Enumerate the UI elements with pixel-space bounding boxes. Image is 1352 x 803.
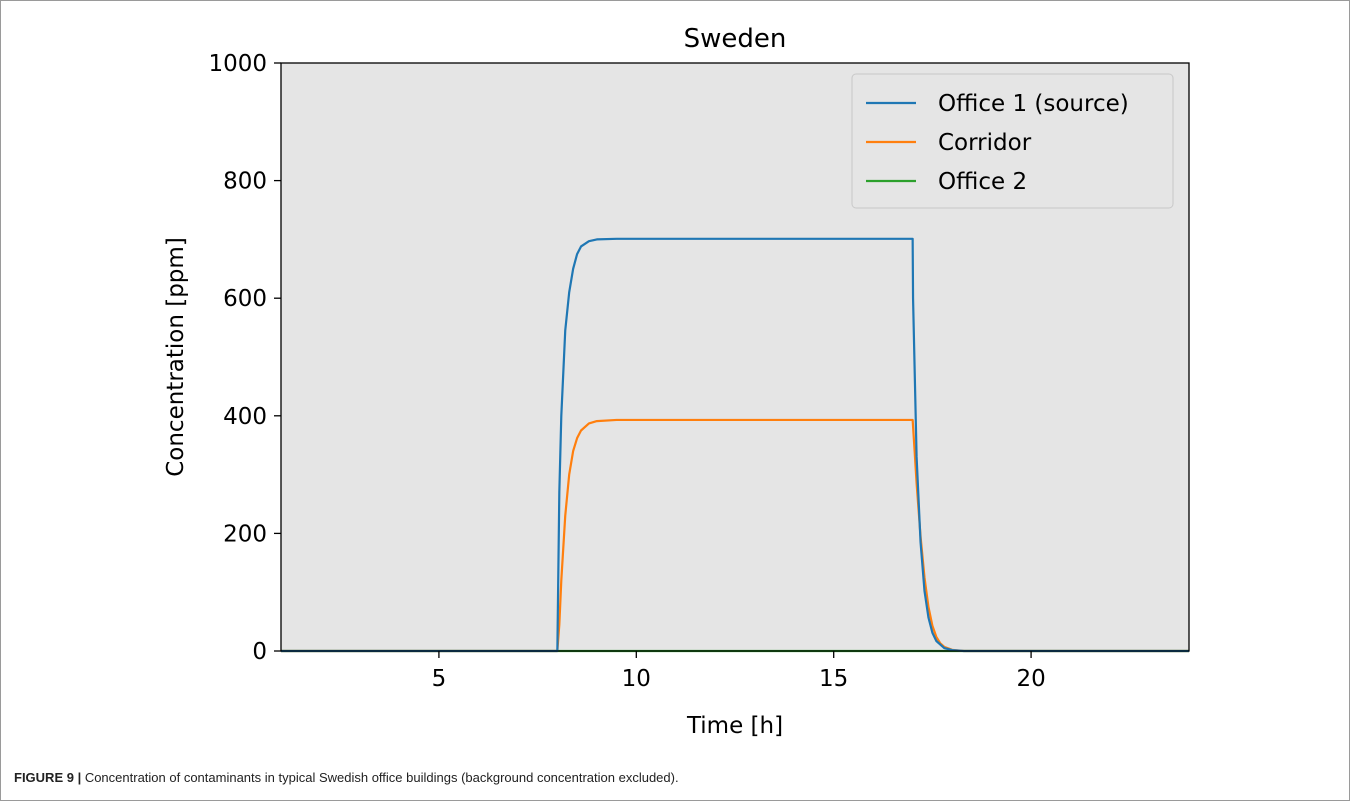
x-axis: 5 10 15 20: [432, 651, 1046, 692]
x-tick-label: 10: [622, 666, 651, 692]
legend-label-3: Office 2: [938, 169, 1027, 195]
figure-caption: FIGURE 9 | Concentration of contaminants…: [14, 770, 1334, 785]
caption-label: FIGURE 9 |: [14, 770, 82, 785]
y-tick-label: 800: [223, 169, 267, 195]
caption-text: Concentration of contaminants in typical…: [81, 770, 679, 785]
chart: Sweden 5 10 15 20 0 200 400 600 800 1000 Time [h…: [163, 24, 1190, 739]
legend: Office 1 (source) Corridor Office 2: [851, 73, 1174, 209]
legend-label-1: Office 1 (source): [938, 91, 1129, 117]
x-axis-label: Time [h]: [686, 713, 783, 739]
legend-label-2: Corridor: [938, 130, 1032, 156]
y-tick-label: 1000: [208, 51, 267, 77]
y-tick-label: 400: [223, 404, 267, 430]
y-tick-label: 600: [223, 286, 267, 312]
y-axis-label: Concentration [ppm]: [163, 237, 189, 477]
plot-frame: [280, 62, 1190, 652]
x-tick-label: 15: [819, 666, 848, 692]
y-axis: 0 200 400 600 800 1000: [208, 51, 281, 665]
series-line-2: [281, 418, 1189, 653]
y-tick-label: 200: [223, 521, 267, 547]
chart-title: Sweden: [684, 24, 787, 54]
legend-box: [851, 73, 1174, 209]
x-tick-label: 20: [1016, 666, 1045, 692]
series-line-1: [281, 237, 1189, 653]
x-tick-label: 5: [432, 666, 447, 692]
y-tick-label: 0: [252, 639, 267, 665]
